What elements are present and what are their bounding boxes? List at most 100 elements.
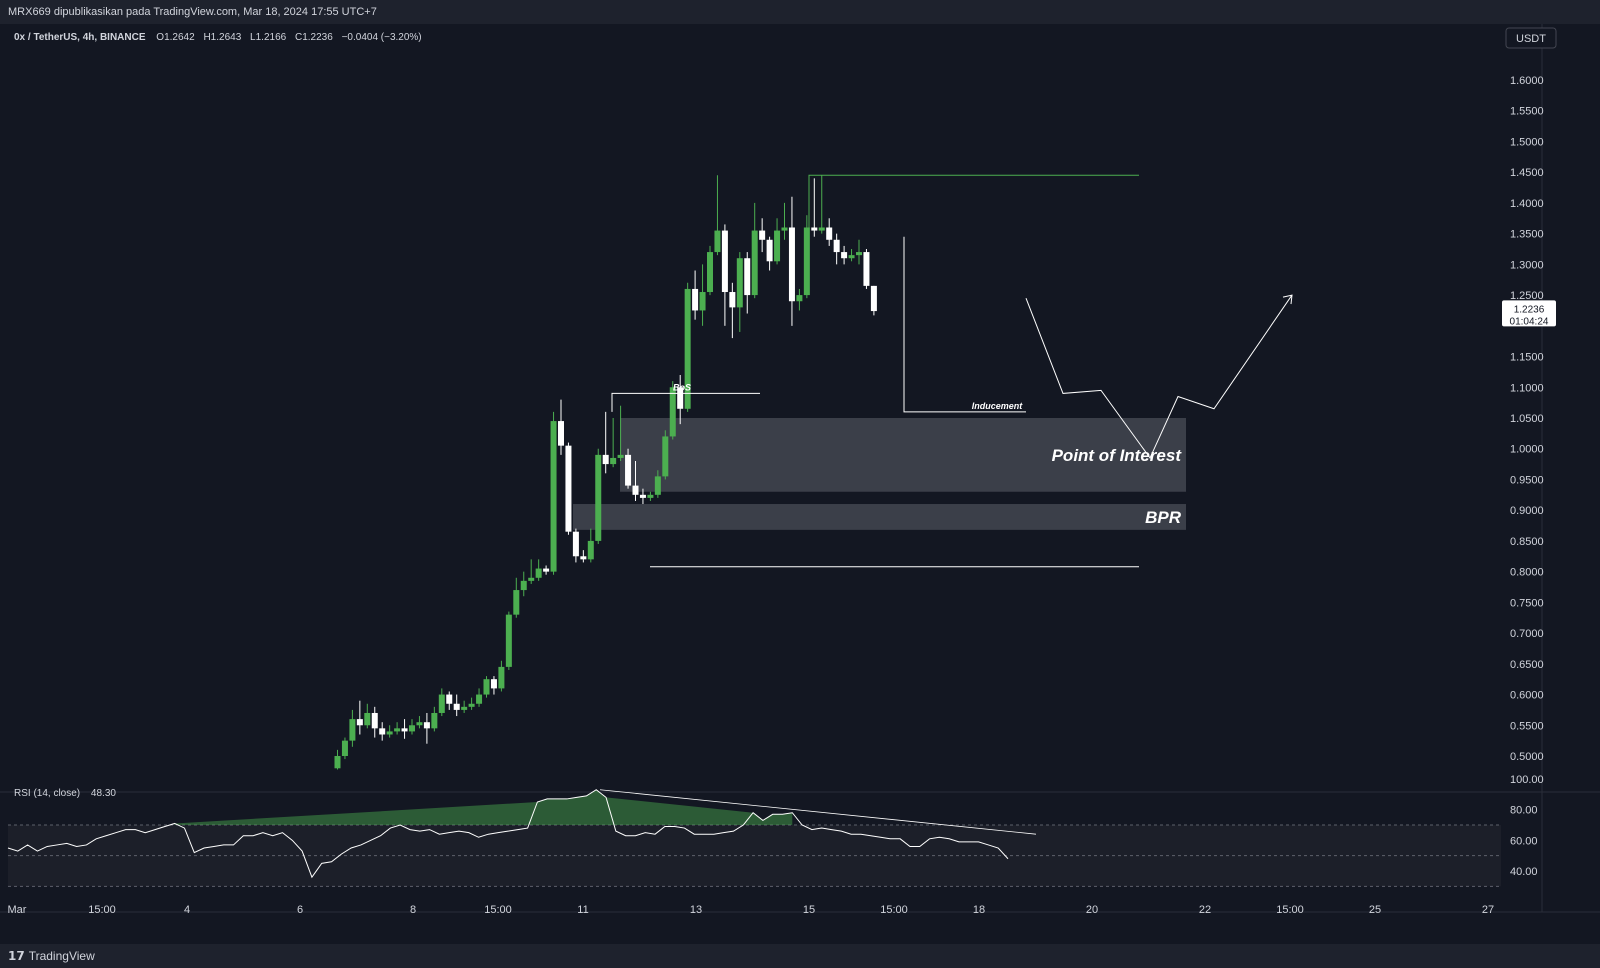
projection-layer [1025, 294, 1293, 459]
candles-layer [334, 175, 877, 770]
time-tick-label: 18 [973, 904, 985, 916]
price-tick-label: 0.5500 [1510, 720, 1544, 732]
candle-body [677, 387, 684, 409]
candle-body [394, 728, 401, 732]
tradingview-logo[interactable]: 𝟭𝟳 TradingView [8, 949, 95, 963]
price-tick-label: 0.5000 [1510, 751, 1544, 763]
candle-body [364, 712, 371, 726]
last-price-label: 1.2236 01:04:24 [1502, 300, 1556, 327]
rsi-axis: 100.00 80.00 60.00 40.00 [1510, 774, 1544, 878]
rsi-tick-label: 100.00 [1510, 774, 1544, 786]
candle-body [818, 227, 825, 231]
candle-body [625, 454, 632, 486]
rsi-legend-name: RSI (14, close) [14, 788, 80, 799]
time-tick-label: 15:00 [1276, 904, 1304, 916]
candle-body [632, 485, 639, 495]
candle-body [468, 703, 475, 707]
candle-body [565, 445, 572, 532]
candle-body [513, 590, 520, 615]
inducement-label: Inducement [972, 401, 1024, 411]
time-tick-label: 15:00 [880, 904, 908, 916]
currency-button[interactable]: USDT [1505, 27, 1557, 49]
time-tick-label: 22 [1199, 904, 1211, 916]
candle-body [461, 706, 468, 710]
candle-body [863, 252, 870, 286]
candle-body [386, 731, 393, 735]
rsi-tick-label: 40.00 [1510, 866, 1538, 878]
candle-body [774, 230, 781, 262]
candle-body [684, 288, 691, 409]
price-tick-label: 1.0000 [1510, 444, 1544, 456]
candle-body [490, 679, 497, 689]
candle-body [580, 556, 587, 560]
candle-body [558, 421, 564, 446]
legend-symbol: 0x / TetherUS, 4h, BINANCE [14, 32, 146, 43]
candle-body [729, 292, 736, 308]
candle-body [409, 725, 415, 732]
price-tick-label: 1.3000 [1510, 259, 1544, 271]
candle-body [483, 679, 490, 695]
candle-body [356, 719, 363, 726]
candle-body [744, 258, 751, 296]
candle-body [379, 728, 386, 735]
footer-brand: TradingView [28, 949, 95, 963]
annotation-layer: BoS Inducement Point of Interest BPR [673, 382, 1182, 527]
time-tick-label: 15:00 [484, 904, 512, 916]
time-axis: Mar 15:00 4 6 8 15:00 11 13 15 15:00 18 20 22 15:00 25… [8, 904, 1495, 916]
time-tick-label: 20 [1086, 904, 1098, 916]
price-tick-label: 1.0500 [1510, 413, 1544, 425]
time-tick-label: 11 [577, 904, 588, 916]
candle-body [572, 531, 579, 557]
candle-body [595, 454, 602, 541]
time-tick-label: 15:00 [88, 904, 116, 916]
bpr-label: BPR [1145, 508, 1182, 527]
price-tick-label: 0.6000 [1510, 690, 1544, 702]
candle-body [602, 454, 609, 465]
poi-zone [620, 418, 1186, 492]
candle-body [669, 387, 676, 437]
price-tick-label: 0.6500 [1510, 659, 1544, 671]
candle-body [707, 252, 713, 293]
rsi-pane [7, 789, 1501, 887]
rsi-tick-label: 80.00 [1510, 805, 1538, 817]
candle-body [692, 288, 699, 311]
countdown-value: 01:04:24 [1510, 316, 1549, 327]
time-tick-label: 25 [1369, 904, 1381, 916]
candle-body [438, 694, 445, 713]
high-level-line [808, 174, 1139, 262]
svg-text:0x / TetherUS, 4h, BINANCE: 0x / TetherUS, 4h, BINANCE O1.2642 H1.26… [14, 32, 422, 43]
rsi-overbought-fill [174, 789, 793, 825]
publisher-text: MRX669 dipublikasikan pada TradingView.c… [8, 6, 377, 18]
bos-label: BoS [673, 382, 691, 392]
candle-body [811, 227, 818, 231]
candle-body [796, 295, 803, 302]
currency-label: USDT [1516, 33, 1546, 45]
candle-body [587, 540, 594, 560]
candle-body [401, 728, 408, 732]
publication-bar: MRX669 dipublikasikan pada TradingView.c… [0, 0, 1600, 24]
candle-body [505, 614, 512, 667]
candle-body [781, 227, 788, 231]
time-tick-label: 6 [297, 904, 303, 916]
candle-body [341, 740, 348, 756]
chart-canvas[interactable]: BoS Inducement Point of Interest BPR 1.6… [0, 24, 1600, 944]
inducement-line [903, 236, 1026, 413]
price-tick-label: 0.8500 [1510, 536, 1544, 548]
rsi-tick-label: 60.00 [1510, 835, 1538, 847]
poi-label: Point of Interest [1052, 446, 1183, 465]
time-tick-label: 4 [184, 904, 190, 916]
candle-body [543, 568, 550, 572]
price-tick-label: 1.5500 [1510, 106, 1544, 118]
svg-text:RSI (14, close) 48.30: RSI (14, close) 48.30 [14, 788, 116, 799]
candle-body [833, 239, 840, 253]
candle-body [826, 227, 833, 240]
price-tick-label: 1.1500 [1510, 352, 1544, 364]
candle-body [550, 421, 557, 572]
price-tick-label: 1.3500 [1510, 229, 1544, 241]
rsi-divergence-line [599, 789, 1037, 835]
candle-body [416, 722, 423, 726]
footer-bar: 𝟭𝟳 TradingView [0, 944, 1600, 968]
rsi-line [7, 789, 1009, 879]
candle-body [788, 227, 795, 302]
time-tick-label: 13 [690, 904, 702, 916]
